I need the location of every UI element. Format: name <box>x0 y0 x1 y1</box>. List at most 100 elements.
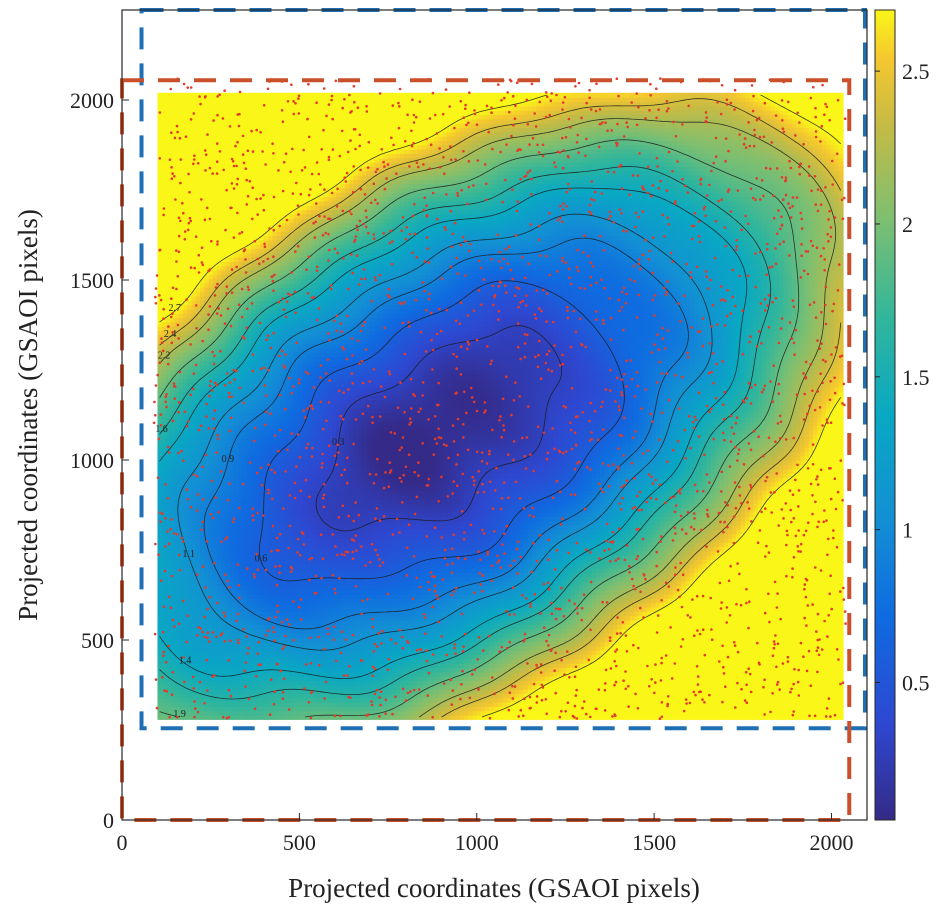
contour-cell <box>209 149 214 154</box>
contour-cell <box>187 533 192 538</box>
contour-cell <box>175 101 180 106</box>
contour-cell <box>264 525 269 530</box>
contour-cell <box>243 145 248 150</box>
contour-cell <box>238 443 243 448</box>
contour-cell <box>187 624 192 629</box>
contour-cell <box>217 581 222 586</box>
contour-cell <box>277 650 282 655</box>
contour-cell <box>204 279 209 284</box>
contour-cell <box>204 572 209 577</box>
contour-cell <box>230 171 235 176</box>
contour-cell <box>268 205 273 210</box>
contour-cell <box>255 538 260 543</box>
contour-cell <box>196 317 201 322</box>
contour-cell <box>234 361 239 366</box>
contour-cell <box>175 542 180 547</box>
contour-cell <box>162 240 167 245</box>
contour-cell <box>277 706 282 711</box>
contour-cell <box>183 309 188 314</box>
contour-cell <box>192 443 197 448</box>
contour-cell <box>281 222 286 227</box>
contour-cell <box>166 136 171 141</box>
contour-cell <box>192 711 197 716</box>
contour-cell <box>247 577 252 582</box>
contour-cell <box>294 400 299 405</box>
contour-cell <box>247 209 252 214</box>
contour-cell <box>162 620 167 625</box>
contour-cell <box>157 693 162 698</box>
contour-cell <box>221 339 226 344</box>
contour-cell <box>230 698 235 703</box>
contour-cell <box>289 205 294 210</box>
contour-cell <box>251 361 256 366</box>
contour-cell <box>209 261 214 266</box>
contour-cell <box>281 663 286 668</box>
contour-cell <box>234 387 239 392</box>
contour-cell <box>183 438 188 443</box>
contour-cell <box>213 581 218 586</box>
contour-cell <box>251 689 256 694</box>
contour-cell <box>183 166 188 171</box>
contour-cell <box>247 313 252 318</box>
contour-cell <box>243 101 248 106</box>
contour-cell <box>281 654 286 659</box>
contour-cell <box>187 628 192 633</box>
contour-cell <box>179 132 184 137</box>
contour-cell <box>217 322 222 327</box>
contour-cell <box>268 218 273 223</box>
contour-cell <box>238 464 243 469</box>
contour-cell <box>230 421 235 426</box>
contour-cell <box>162 598 167 603</box>
contour-cell <box>221 158 226 163</box>
contour-cell <box>264 412 269 417</box>
contour-cell <box>162 460 167 465</box>
contour-cell <box>162 525 167 530</box>
contour-cell <box>183 404 188 409</box>
contour-cell <box>170 486 175 491</box>
contour-cell <box>272 711 277 716</box>
contour-cell <box>162 110 167 115</box>
contour-cell <box>243 663 248 668</box>
contour-cell <box>264 542 269 547</box>
contour-cell <box>196 659 201 664</box>
contour-cell <box>162 490 167 495</box>
contour-cell <box>247 685 252 690</box>
contour-cell <box>234 425 239 430</box>
contour-cell <box>209 322 214 327</box>
contour-cell <box>302 672 307 677</box>
contour-cell <box>187 149 192 154</box>
contour-cell <box>230 568 235 573</box>
contour-cell <box>221 702 226 707</box>
contour-cell <box>277 508 282 513</box>
contour-cell <box>209 279 214 284</box>
contour-cell <box>268 222 273 227</box>
contour-cell <box>230 512 235 517</box>
contour-cell <box>157 659 162 664</box>
contour-cell <box>272 179 277 184</box>
contour-cell <box>264 214 269 219</box>
contour-cell <box>277 188 282 193</box>
contour-cell <box>157 516 162 521</box>
contour-cell <box>221 568 226 573</box>
contour-cell <box>294 235 299 240</box>
contour-cell <box>187 101 192 106</box>
contour-cell <box>277 473 282 478</box>
contour-cell <box>238 322 243 327</box>
contour-cell <box>234 654 239 659</box>
contour-cell <box>234 218 239 223</box>
contour-cell <box>264 711 269 716</box>
contour-cell <box>251 158 256 163</box>
contour-cell <box>221 196 226 201</box>
contour-cell <box>166 598 171 603</box>
contour-cell <box>192 693 197 698</box>
contour-cell <box>162 222 167 227</box>
contour-cell <box>196 339 201 344</box>
contour-cell <box>226 685 231 690</box>
contour-cell <box>247 676 252 681</box>
contour-cell <box>277 711 282 716</box>
contour-cell <box>272 646 277 651</box>
contour-cell <box>247 222 252 227</box>
contour-cell <box>209 620 214 625</box>
contour-cell <box>285 702 290 707</box>
contour-cell <box>238 663 243 668</box>
